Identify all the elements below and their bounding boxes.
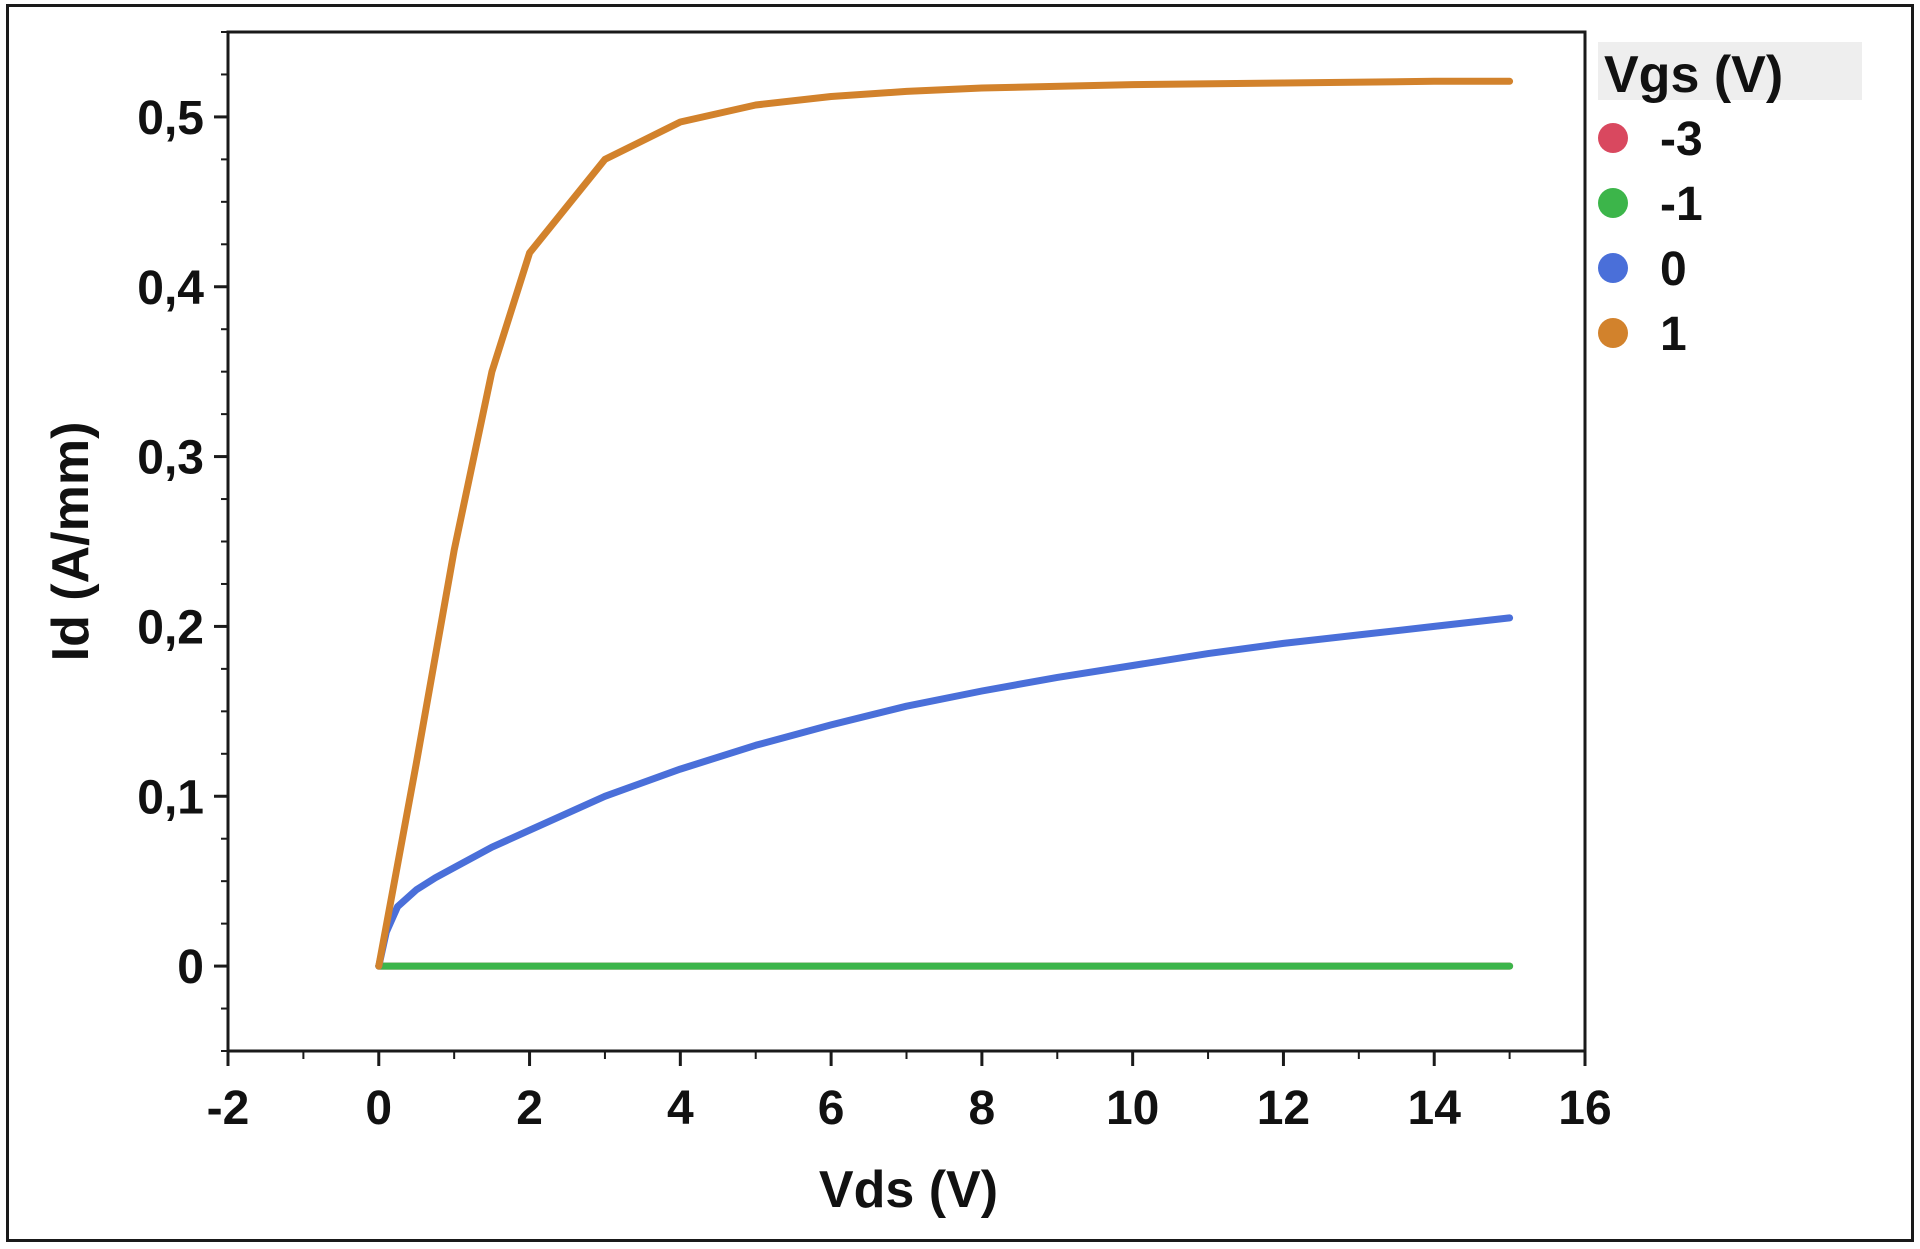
legend-title-background	[1598, 42, 1862, 100]
plot-area	[226, 30, 1587, 1053]
y-tick-label: 0,1	[137, 771, 204, 824]
x-tick-label: 4	[667, 1082, 694, 1135]
legend-marker	[1598, 253, 1628, 283]
x-axis: -2 0 2 4 6 8 10 12 14 16	[207, 1051, 1612, 1135]
x-tick-label: 12	[1257, 1082, 1310, 1135]
x-tick-label: 2	[516, 1082, 543, 1135]
x-tick-label: 6	[818, 1082, 845, 1135]
legend-marker	[1598, 123, 1628, 153]
legend-title: Vgs (V)	[1604, 46, 1783, 104]
legend-marker	[1598, 318, 1628, 348]
legend-label: 1	[1660, 308, 1687, 361]
y-tick-label: 0,2	[137, 601, 204, 654]
legend-marker	[1598, 188, 1628, 218]
x-tick-label: 0	[365, 1082, 392, 1135]
x-tick-label: 14	[1408, 1082, 1462, 1135]
y-tick-label: 0	[177, 941, 204, 994]
x-axis-label: Vds (V)	[819, 1161, 998, 1219]
series-layer	[375, 77, 1514, 970]
x-tick-label: 10	[1106, 1082, 1159, 1135]
x-tick-label: 8	[969, 1082, 996, 1135]
x-tick-label: 16	[1558, 1082, 1611, 1135]
y-axis: 0 0,1 0,2 0,3 0,4 0,5	[137, 31, 228, 1052]
y-tick-label: 0,4	[137, 262, 204, 315]
legend-label: 0	[1660, 243, 1687, 296]
series-line-3	[375, 77, 1514, 970]
plot-border	[226, 30, 1587, 1053]
y-axis-label: Id (A/mm)	[42, 422, 100, 662]
legend-label: -1	[1660, 178, 1703, 231]
series-line-2	[375, 614, 1514, 970]
y-tick-label: 0,5	[137, 92, 204, 145]
legend: Vgs (V) -3 -1 0 1	[1598, 42, 1862, 361]
legend-label: -3	[1660, 113, 1703, 166]
chart-frame	[6, 4, 1914, 1242]
legend-items: -3 -1 0 1	[1598, 113, 1703, 361]
x-tick-label: -2	[207, 1082, 250, 1135]
y-tick-label: 0,3	[137, 432, 204, 485]
